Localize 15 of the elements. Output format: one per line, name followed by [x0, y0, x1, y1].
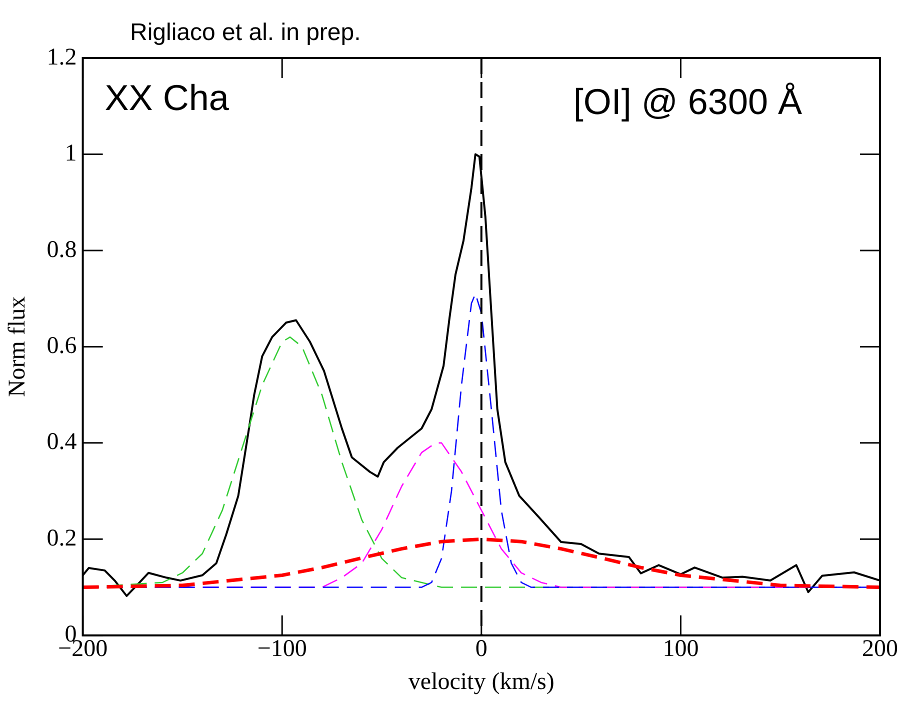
x-tick-label: −100 — [257, 636, 307, 662]
x-tick-label: 100 — [662, 636, 699, 662]
y-tick-label: 0.8 — [46, 236, 77, 263]
x-axis-title: velocity (km/s) — [408, 668, 554, 695]
text: Rigliaco et al. in prep. — [130, 19, 361, 46]
annotation: [OI] @ 6300 Å — [573, 81, 802, 122]
x-tick-label: 200 — [862, 636, 898, 662]
y-axis-title: Norm flux — [4, 296, 31, 398]
y-tick-label: 0.2 — [46, 525, 77, 552]
annotation: XX Cha — [104, 77, 230, 118]
y-tick-label: 1 — [64, 140, 77, 167]
y-tick-label: 0.4 — [46, 429, 77, 456]
y-tick-label: 1.2 — [46, 44, 77, 70]
x-tick-label: 0 — [475, 636, 488, 662]
y-tick-label: 0.6 — [46, 332, 77, 359]
